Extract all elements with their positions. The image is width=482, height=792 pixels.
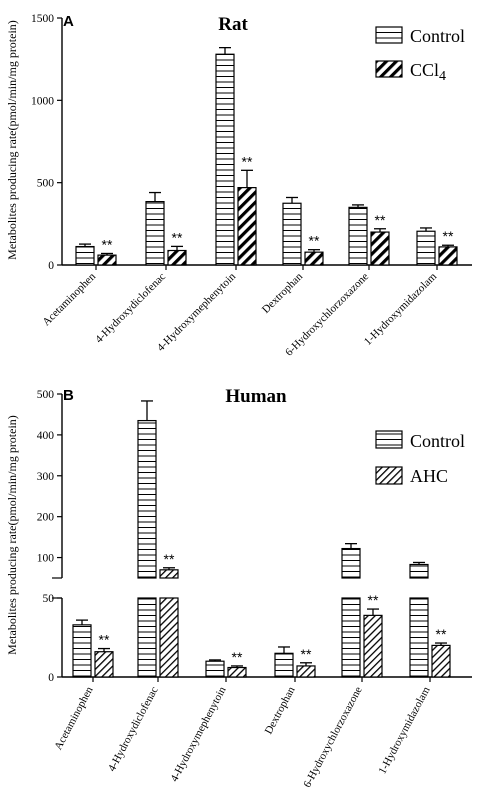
- legend-swatch-control: [375, 430, 403, 449]
- bar-ccl4: [438, 246, 458, 266]
- panel-a-title: Rat: [218, 14, 248, 35]
- bar-ahc: [94, 651, 114, 678]
- bar-ahc: [296, 665, 316, 678]
- x-tick-label: Dextrophan: [263, 684, 298, 736]
- y-tick-label: 400: [37, 430, 55, 442]
- legend-label-ahc: AHC: [410, 466, 448, 486]
- bar-ccl4: [167, 249, 187, 266]
- x-tick-label: Acetaminophen: [40, 270, 98, 328]
- panel-b-bars: ** ** ** ** ** **: [72, 400, 451, 678]
- x-tick-label: 4-Hydroxydiclofenac: [106, 685, 161, 774]
- x-tick-label: 6-Hydroxychlorzoxazone: [301, 685, 364, 790]
- bar-control: [348, 206, 368, 266]
- panel-b-ylabel: Metabolites producing rate(pmol/min/mg p…: [5, 415, 19, 655]
- bar-control: [416, 230, 436, 266]
- bar-ccl4: [237, 187, 257, 266]
- bar-control-lower: [137, 597, 157, 678]
- panel-b: B Human Metabolites producing rate(pmol/…: [5, 386, 472, 790]
- bar-ahc: [363, 614, 383, 678]
- panel-a-xlabels: Acetaminophen4-Hydroxydiclofenac4-Hydrox…: [40, 270, 439, 358]
- bar-ahc-upper: [159, 569, 179, 579]
- significance-marker: **: [301, 646, 312, 662]
- x-tick-label: 1-Hydroxymidazolam: [376, 684, 432, 776]
- x-tick-label: 4-Hydroxymephenytoin: [168, 684, 228, 783]
- panel-b-legend: Control AHC: [375, 430, 465, 486]
- bar-control-lower: [409, 597, 429, 678]
- panel-b-letter: B: [63, 387, 74, 404]
- y-tick-label: 300: [37, 471, 55, 483]
- y-tick-label: 200: [37, 512, 55, 524]
- panel-b-title: Human: [225, 386, 287, 407]
- y-tick-label: 100: [37, 553, 55, 565]
- x-tick-label: Acetaminophen: [52, 684, 96, 752]
- bar-ccl4: [97, 254, 117, 266]
- x-tick-label: 4-Hydroxymephenytoin: [155, 270, 239, 354]
- x-tick-label: 1-Hydroxymidazolam: [362, 270, 439, 347]
- panel-a-axes: 0 500 1000 1500: [31, 13, 472, 272]
- panel-a-bars: ** ** ** ** ** **: [75, 46, 458, 266]
- bar-control: [145, 201, 165, 266]
- significance-marker: **: [232, 649, 243, 665]
- panel-a-ylabel: Metabolites producing rate(pmol/min/mg p…: [5, 20, 19, 260]
- bar-control-upper: [137, 419, 157, 579]
- significance-marker: **: [368, 592, 379, 608]
- bar-control: [205, 660, 225, 678]
- x-tick-label: Dextrophan: [260, 270, 306, 316]
- bar-control: [75, 245, 95, 266]
- bar-control-upper: [341, 547, 361, 579]
- y-tick-label: 0: [48, 260, 54, 272]
- significance-marker: **: [375, 212, 386, 228]
- significance-marker: **: [309, 233, 320, 249]
- legend-label-control: Control: [410, 431, 465, 451]
- legend-label-control: Control: [410, 26, 465, 46]
- bar-ahc: [431, 644, 451, 678]
- legend-label-ccl4: CCl4: [410, 60, 446, 84]
- bar-control-upper: [409, 563, 429, 579]
- y-tick-label: 50: [43, 593, 55, 605]
- bar-control: [274, 652, 294, 678]
- x-tick-label: 4-Hydroxydiclofenac: [93, 271, 168, 346]
- bar-control: [215, 53, 235, 266]
- panel-b-axes: 0 50 100 200 300 400 500: [37, 389, 472, 684]
- significance-marker: **: [102, 236, 113, 252]
- bar-ahc-lower: [159, 597, 179, 678]
- panel-a-legend: Control CCl4: [375, 26, 465, 84]
- y-tick-label: 1000: [31, 95, 54, 107]
- y-tick-label: 0: [48, 672, 54, 684]
- significance-marker: **: [443, 228, 454, 244]
- bar-ccl4: [304, 251, 324, 266]
- significance-marker: **: [99, 632, 110, 648]
- legend-swatch-ccl4: [375, 60, 403, 78]
- bar-control-lower: [341, 597, 361, 678]
- y-tick-label: 1500: [31, 13, 54, 25]
- bar-ahc: [227, 666, 247, 678]
- legend-swatch-ahc: [375, 466, 403, 485]
- significance-marker: **: [242, 153, 253, 169]
- significance-marker: **: [164, 551, 175, 567]
- panel-a-letter: A: [63, 13, 74, 30]
- significance-marker: **: [436, 626, 447, 642]
- significance-marker: **: [172, 229, 183, 245]
- bar-control: [282, 202, 302, 266]
- y-tick-label: 500: [37, 389, 55, 401]
- y-tick-label: 500: [37, 178, 55, 190]
- legend-swatch-control: [375, 26, 403, 44]
- bar-control: [72, 624, 92, 678]
- panel-a: A Rat Metabolites producing rate(pmol/mi…: [5, 13, 472, 359]
- panel-b-xlabels: Acetaminophen 4-Hydroxydiclofenac 4-Hydrox…: [52, 684, 432, 789]
- bar-ccl4: [370, 231, 390, 266]
